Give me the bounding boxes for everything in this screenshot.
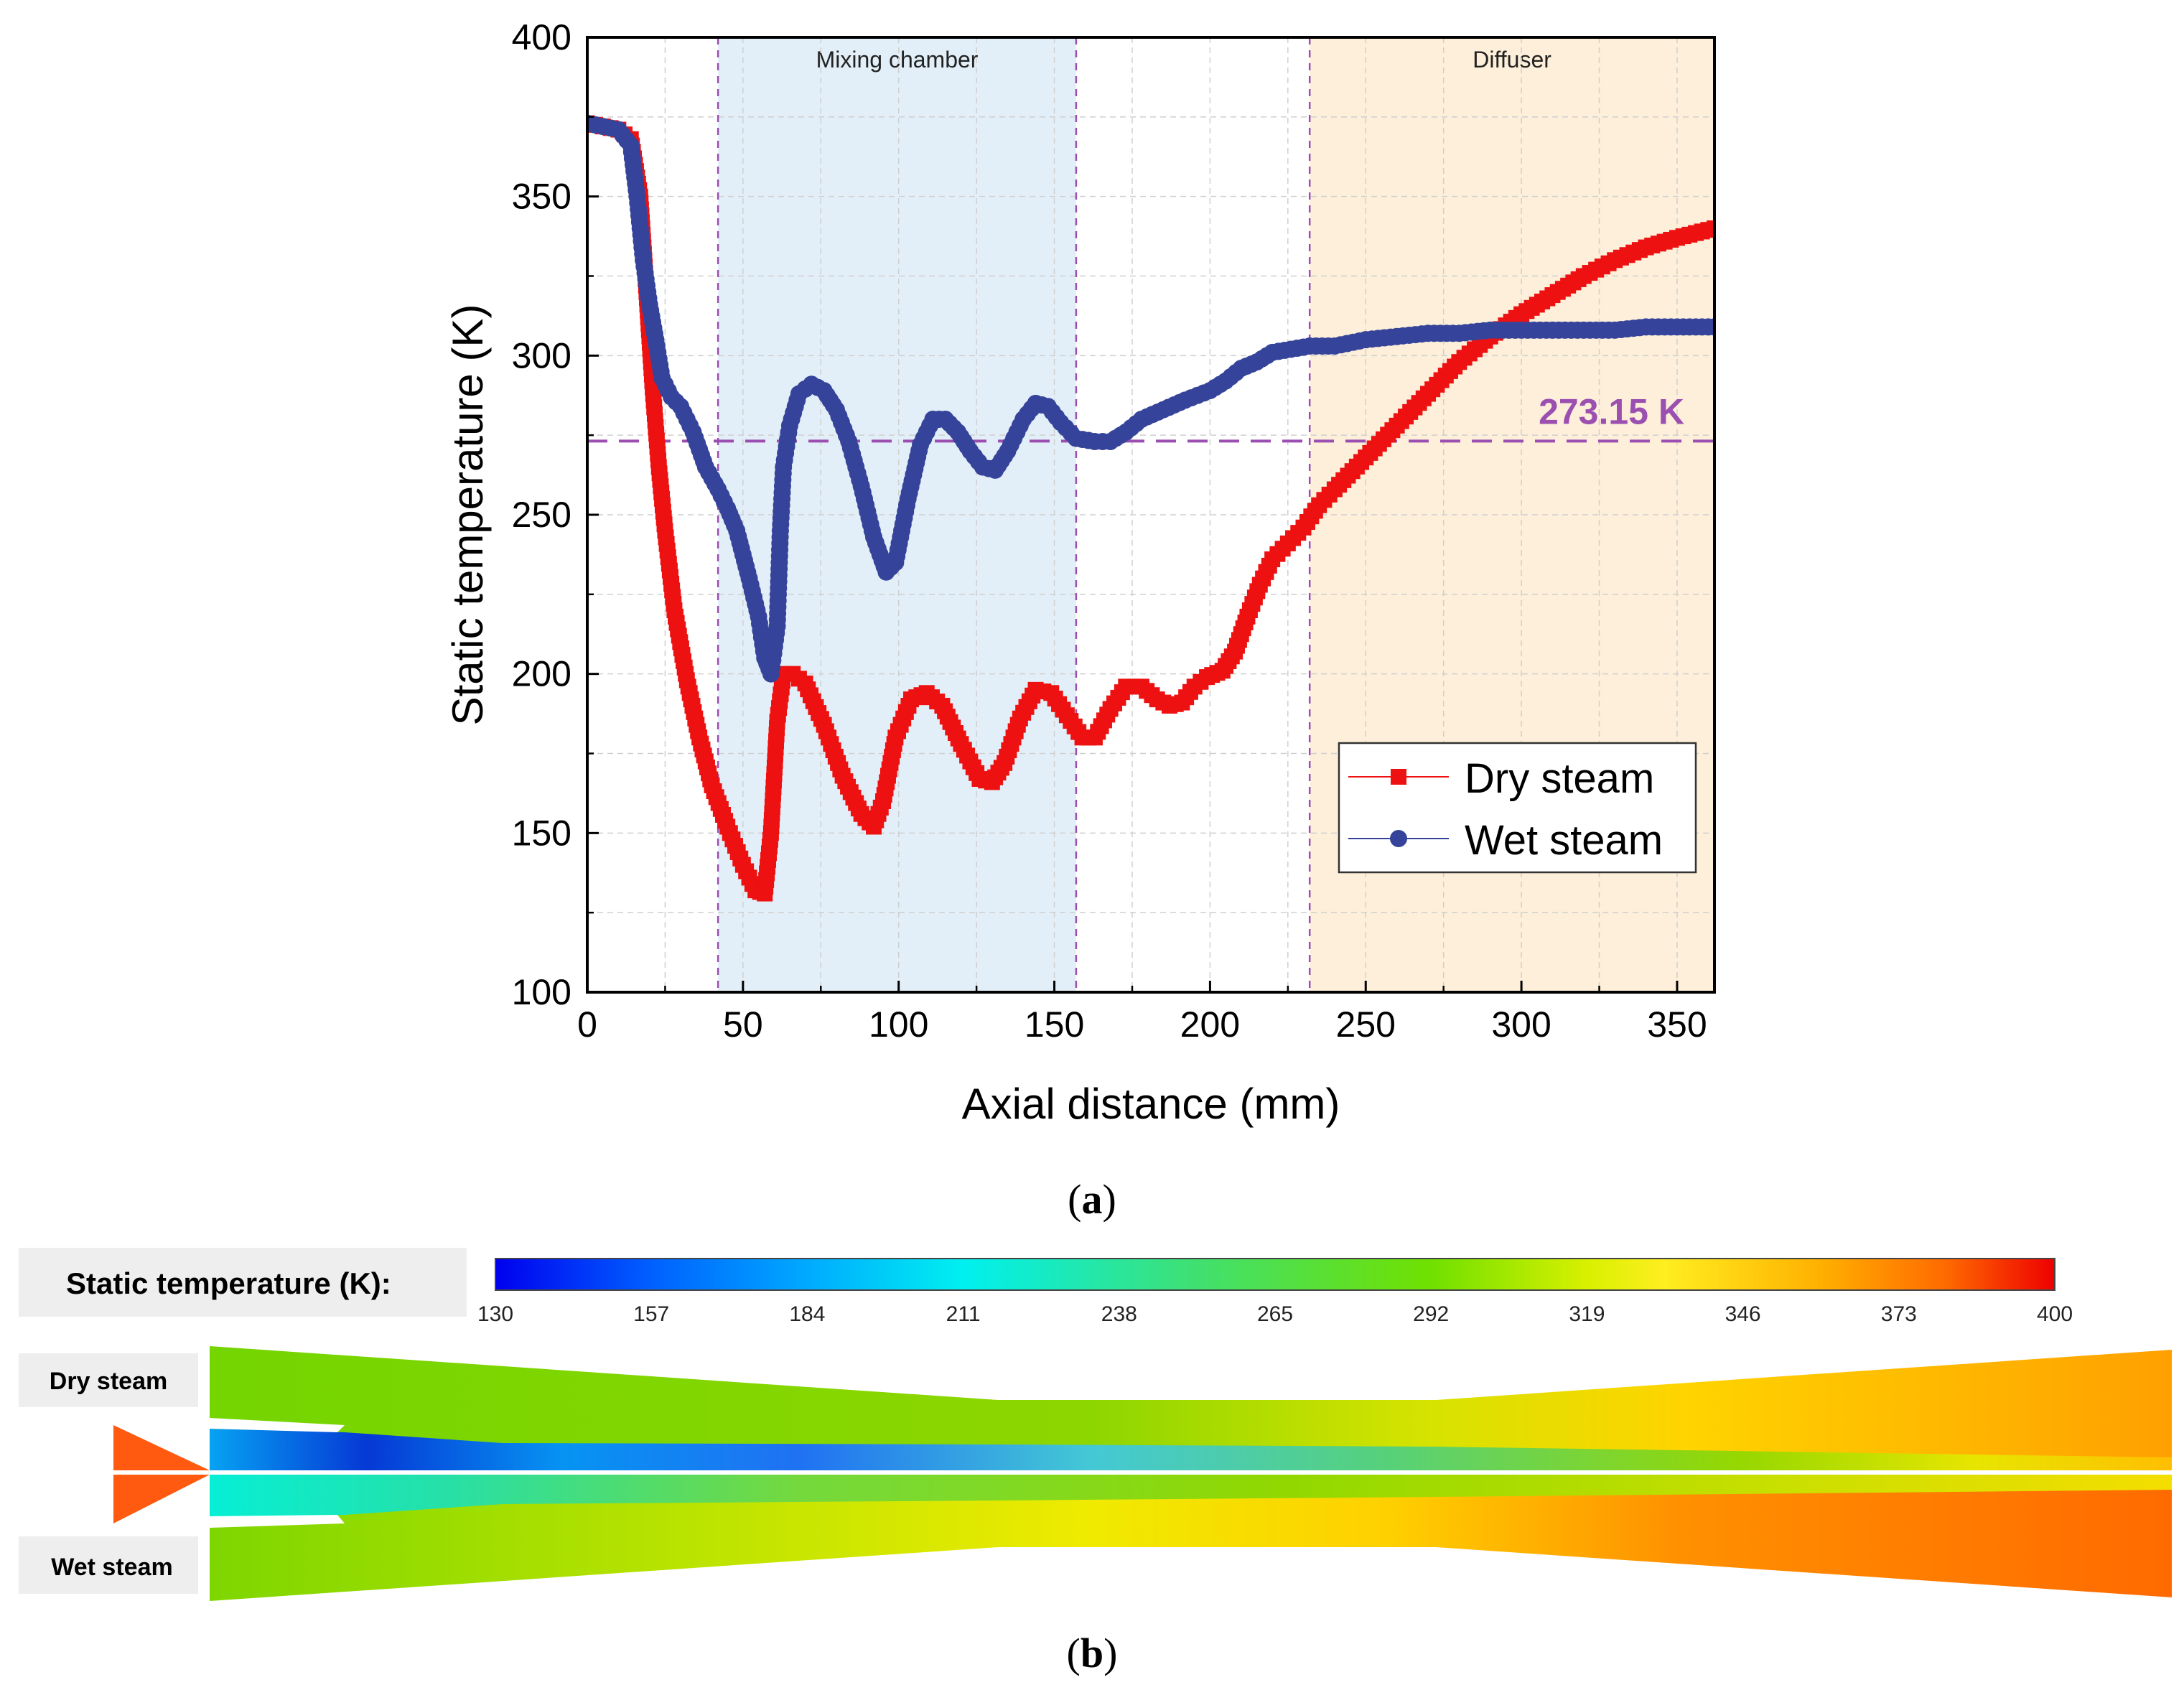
dry-label-box	[19, 1353, 198, 1407]
y-tick-label-400: 400	[512, 17, 571, 57]
caption-b-letter: b	[1081, 1630, 1103, 1676]
colorbar-tick-319: 319	[1569, 1302, 1605, 1326]
reference-line-label: 273.15 K	[1539, 391, 1684, 431]
y-tick-label-200: 200	[512, 654, 571, 694]
x-axis-title: Axial distance (mm)	[962, 1080, 1340, 1128]
colorbar-tick-292: 292	[1413, 1302, 1449, 1326]
colorbar-tick-346: 346	[1725, 1302, 1761, 1326]
marker-dry-steam	[1707, 220, 1714, 236]
legend: Dry steam Wet steam	[1338, 742, 1697, 874]
caption-b: (b)	[1067, 1630, 1118, 1676]
x-tick-label-0: 0	[577, 1004, 597, 1045]
dry-suction-gap	[210, 1418, 345, 1432]
colorbar-title: Static temperature (K):	[66, 1266, 391, 1300]
colorbar-tick-184: 184	[789, 1302, 825, 1326]
dry-nozzle	[113, 1425, 210, 1470]
wet-nozzle	[113, 1475, 210, 1523]
x-tick-label-50: 50	[723, 1004, 763, 1045]
colorbar-tick-157: 157	[633, 1302, 669, 1326]
region-label-mixing-chamber: Mixing chamber	[816, 47, 979, 73]
wet-steam-label: Wet steam	[51, 1554, 172, 1581]
x-tick-label-100: 100	[869, 1004, 928, 1045]
series-wet-steam	[587, 114, 1714, 683]
y-tick-label-300: 300	[512, 335, 571, 375]
colorbar	[495, 1258, 2055, 1291]
x-tick-label-300: 300	[1491, 1004, 1551, 1045]
colorbar-title-box	[19, 1248, 467, 1317]
marker-wet-steam	[1706, 318, 1714, 336]
dry-steam-label: Dry steam	[50, 1368, 167, 1395]
series-dry-steam	[587, 115, 1714, 902]
y-tick-label-100: 100	[512, 972, 571, 1012]
legend-box	[1338, 742, 1697, 874]
temperature-chart: Mixing chamber Diffuser 273.15 K 0 50 100 15…	[444, 17, 1716, 1128]
region-label-diffuser: Diffuser	[1473, 47, 1551, 73]
x-tick-label-250: 250	[1336, 1004, 1396, 1045]
wet-steam-core	[210, 1475, 2172, 1522]
y-tick-label-150: 150	[512, 813, 571, 853]
y-axis-title: Static temperature (K)	[444, 304, 492, 726]
dry-steam-core	[210, 1429, 2172, 1470]
caption-a: (a)	[1068, 1176, 1116, 1223]
colorbar-tick-400: 400	[2037, 1302, 2073, 1326]
colorbar-tick-265: 265	[1257, 1302, 1293, 1326]
colorbar-tick-211: 211	[946, 1302, 981, 1326]
x-tick-label-200: 200	[1180, 1004, 1240, 1045]
wet-label-box	[19, 1536, 198, 1594]
legend-label-dry: Dry steam	[1465, 755, 1654, 802]
y-tick-label-350: 350	[512, 177, 571, 217]
contour-panel: Static temperature (K): 130 157 184 211 238 2…	[19, 1248, 2172, 1601]
x-tick-label-150: 150	[1025, 1004, 1084, 1045]
wet-steam-duct	[210, 1475, 2172, 1601]
legend-label-wet: Wet steam	[1465, 817, 1663, 864]
wet-suction-gap	[210, 1515, 345, 1528]
x-tick-label-350: 350	[1647, 1004, 1707, 1045]
y-tick-label-250: 250	[512, 495, 571, 535]
legend-marker-wet	[1390, 830, 1407, 847]
legend-marker-dry	[1391, 769, 1406, 785]
colorbar-tick-238: 238	[1101, 1302, 1137, 1326]
colorbar-tick-130: 130	[477, 1302, 513, 1326]
caption-a-letter: a	[1082, 1176, 1103, 1223]
colorbar-tick-373: 373	[1881, 1302, 1917, 1326]
dry-steam-duct	[210, 1346, 2172, 1470]
colorbar-ticks: 130 157 184 211 238 265 292 319 346 373 400	[477, 1302, 2073, 1326]
